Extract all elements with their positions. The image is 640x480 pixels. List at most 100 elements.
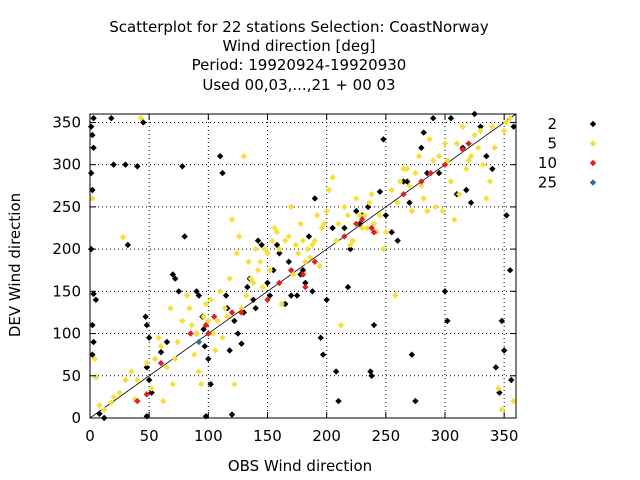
data-point	[439, 207, 446, 215]
data-point	[202, 321, 210, 329]
data-point	[276, 250, 283, 257]
x-axis-ticks: 0 50 100 150 200 250 300 350	[85, 114, 518, 445]
data-point	[418, 182, 425, 189]
data-point	[247, 275, 255, 282]
x-tick-label: 250	[372, 427, 401, 445]
x-tick-label: 150	[253, 427, 282, 445]
data-point	[96, 402, 103, 409]
data-point	[198, 381, 205, 388]
data-point	[190, 351, 198, 358]
data-point	[90, 115, 97, 122]
data-point	[287, 203, 295, 211]
data-point	[406, 199, 413, 206]
data-point	[252, 245, 259, 253]
data-point	[163, 338, 171, 346]
data-point	[506, 267, 514, 274]
data-point	[332, 237, 340, 244]
data-point	[212, 347, 219, 354]
data-point	[318, 224, 326, 232]
data-point	[167, 305, 174, 312]
data-point	[290, 271, 297, 278]
data-point	[92, 374, 100, 381]
data-point	[370, 321, 378, 329]
data-point	[380, 245, 387, 253]
x-tick-label: 100	[194, 427, 223, 445]
data-point	[216, 153, 224, 160]
legend-marker	[589, 159, 597, 167]
data-point	[495, 385, 502, 392]
data-point	[332, 368, 340, 375]
data-point	[325, 186, 333, 194]
data-point	[299, 271, 307, 278]
data-point	[503, 212, 510, 219]
data-point	[370, 220, 378, 227]
data-point	[211, 313, 218, 320]
data-point	[467, 153, 475, 160]
data-point	[477, 127, 484, 135]
data-point	[335, 220, 342, 227]
data-point	[376, 188, 384, 195]
data-point	[447, 115, 455, 122]
data-point	[305, 233, 313, 240]
data-point	[148, 389, 155, 396]
data-point	[489, 165, 496, 173]
data-point	[408, 207, 416, 215]
data-point	[276, 245, 283, 253]
data-point	[418, 178, 425, 185]
data-point	[172, 355, 179, 363]
data-point	[293, 292, 301, 299]
data-point	[451, 216, 458, 223]
data-point	[337, 321, 345, 329]
data-point	[258, 241, 265, 249]
data-point	[429, 115, 437, 122]
data-point	[90, 144, 97, 151]
data-point	[459, 123, 466, 130]
data-point	[510, 397, 517, 405]
data-point	[87, 123, 95, 130]
data-point	[444, 157, 451, 164]
data-point	[228, 216, 236, 223]
legend-item-10: 10	[538, 154, 597, 172]
data-point	[234, 330, 242, 337]
data-point	[240, 153, 248, 160]
data-point	[311, 237, 319, 244]
data-point	[388, 186, 395, 194]
data-point	[122, 376, 129, 384]
data-point	[412, 169, 419, 177]
data-point	[396, 178, 404, 185]
data-point	[353, 220, 360, 227]
data-point	[314, 212, 321, 219]
data-point	[195, 338, 203, 346]
y-tick-label: 250	[52, 198, 81, 216]
legend-label: 2	[547, 115, 557, 133]
data-point	[341, 224, 348, 232]
data-point	[467, 199, 475, 206]
data-point	[254, 237, 262, 244]
data-point	[250, 296, 257, 303]
data-point	[435, 169, 443, 177]
data-point	[323, 296, 330, 303]
data-point	[216, 288, 224, 295]
data-point	[304, 245, 311, 253]
data-point	[186, 305, 193, 312]
data-point	[503, 119, 510, 126]
data-point	[498, 317, 505, 325]
data-point	[143, 321, 150, 329]
data-point	[400, 178, 407, 185]
series-25	[195, 338, 203, 346]
data-point	[302, 279, 309, 287]
series-5	[89, 115, 517, 413]
data-point	[96, 410, 103, 417]
chart-title: Scatterplot for 22 stations Selection: C…	[109, 18, 489, 94]
y-tick-label: 0	[71, 409, 81, 427]
data-point	[361, 212, 368, 219]
legend-label: 5	[547, 135, 557, 153]
data-point	[299, 267, 307, 274]
data-point	[424, 169, 431, 177]
data-point	[228, 411, 236, 418]
data-point	[471, 131, 478, 139]
data-point	[257, 258, 264, 265]
data-point	[483, 195, 490, 202]
